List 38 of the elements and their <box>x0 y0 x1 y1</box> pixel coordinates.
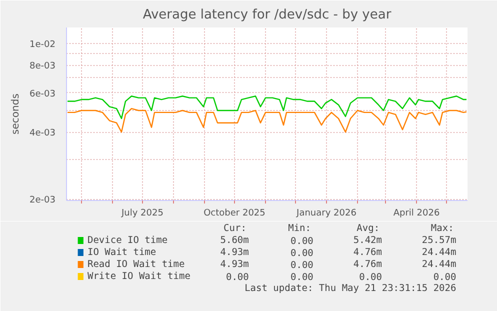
text: 4.76m <box>353 247 382 258</box>
x-tick-label: January 2026 <box>296 208 357 218</box>
text: Avg: <box>356 223 380 234</box>
text: Cur: <box>224 223 246 234</box>
y-tick-label: 6e-03 <box>30 89 56 100</box>
x-tick-label: October 2025 <box>204 208 266 218</box>
legend-label: IO Wait time <box>87 247 156 258</box>
y-tick-label: 8e-03 <box>30 62 56 72</box>
text: 24.44m <box>422 247 456 258</box>
line-series <box>66 96 468 120</box>
y-tick-label: 2e-03 <box>30 196 56 206</box>
x-tick-label: April 2026 <box>393 208 440 218</box>
text: 4.76m <box>353 259 382 270</box>
x-tick-label: July 2025 <box>120 208 164 218</box>
legend-label: Read IO Wait time <box>87 259 185 270</box>
text: 5.42m <box>353 235 382 246</box>
chart-title: Average latency for /dev/sdc - by year <box>142 8 392 22</box>
text: 4.93m <box>220 259 250 270</box>
text: 0.00 <box>290 260 314 271</box>
y-tick-label: 1e-02 <box>30 40 56 50</box>
text: 0.00 <box>290 272 314 283</box>
text: 5.60m <box>220 235 250 246</box>
text: 0.00 <box>290 248 314 259</box>
y-axis-title: seconds <box>10 94 22 134</box>
text: 4.93m <box>220 247 250 258</box>
line-series <box>66 108 468 133</box>
text: 25.57m <box>422 235 456 246</box>
text: 0.00 <box>226 272 250 283</box>
text: Last update: Thu May 21 23:31:15 2026 <box>244 283 456 294</box>
text: 0.00 <box>433 272 456 283</box>
legend-label: Write IO Wait time <box>87 271 191 282</box>
text: 24.44m <box>422 259 456 270</box>
text: 0.00 <box>359 272 382 283</box>
text: Max: <box>430 223 454 234</box>
legend-label: Device IO time <box>87 235 168 246</box>
text: 0.00 <box>290 236 314 247</box>
y-tick-label: 4e-03 <box>30 128 56 139</box>
text: Min: <box>288 223 311 234</box>
